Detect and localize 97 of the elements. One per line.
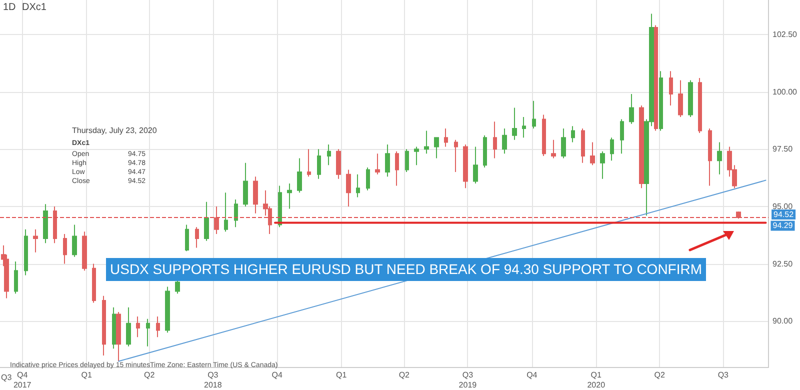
x-tick-label: Q4 xyxy=(272,370,284,380)
x-tick-label: Q3 2018 xyxy=(204,370,222,390)
x-tick-label: Q4 2017 xyxy=(13,370,32,390)
candlestick xyxy=(561,128,566,159)
candlestick xyxy=(483,134,487,168)
candlestick xyxy=(112,306,116,350)
candlestick xyxy=(204,201,209,242)
candlestick xyxy=(195,226,199,248)
candlestick xyxy=(33,228,38,253)
candlestick xyxy=(522,116,526,138)
candlestick xyxy=(278,185,282,228)
candlestick xyxy=(317,148,321,180)
candlestick xyxy=(581,128,585,164)
y-tick-label: 95.00 xyxy=(772,202,794,211)
candlestick xyxy=(72,224,77,258)
candlestick xyxy=(287,183,292,210)
x-tick-label: Q1 xyxy=(336,370,348,380)
candlestick xyxy=(375,153,380,175)
candlestick xyxy=(366,166,370,191)
y-tick-label: 97.50 xyxy=(772,144,794,154)
candlestick xyxy=(307,148,311,178)
candlestick xyxy=(473,146,478,184)
x-tick-label: Q2 xyxy=(144,370,156,380)
x-tick-label: Q4 xyxy=(526,370,538,380)
candlestick xyxy=(116,311,121,362)
candlestick xyxy=(243,162,248,207)
candlestick xyxy=(126,306,131,347)
candlestick xyxy=(224,192,228,232)
candlestick xyxy=(356,174,360,198)
candlestick xyxy=(493,121,497,159)
candlestick xyxy=(53,206,57,244)
candlestick xyxy=(395,150,399,186)
candlestick xyxy=(102,295,106,356)
candlestick xyxy=(717,142,722,175)
candlestick xyxy=(43,204,48,244)
candlestick xyxy=(736,210,741,220)
annotation: Thursday, July 23, 2020 xyxy=(72,126,157,135)
candlestick xyxy=(297,158,302,194)
candlestick xyxy=(463,144,468,189)
candlestick xyxy=(414,146,419,166)
candlestick xyxy=(502,128,507,154)
x-tick-label: Q2 xyxy=(654,370,666,380)
data-label: 94.29 xyxy=(772,221,794,230)
annotation: DXc1 xyxy=(22,2,46,13)
candlestick xyxy=(434,137,439,159)
candlestick xyxy=(146,318,150,347)
candlestick xyxy=(551,139,556,159)
candlestick xyxy=(532,100,536,129)
ref-line-label: 94.52 xyxy=(774,210,794,219)
candlestick xyxy=(385,144,390,178)
candlestick xyxy=(444,128,448,148)
candlestick xyxy=(688,80,693,118)
x-tick-label: Q2 xyxy=(398,370,410,380)
candlestick xyxy=(659,70,663,132)
y-tick-label: 100.00 xyxy=(772,87,798,96)
candlestick xyxy=(629,94,634,124)
candlestick xyxy=(136,316,140,338)
candlestick xyxy=(24,228,28,276)
candlestick xyxy=(346,169,351,207)
candlestick xyxy=(253,176,258,214)
candlestick xyxy=(234,199,238,228)
annotation: USDX SUPPORTS HIGHER EURUSD BUT NEED BREAK OF 94.30 SUPPORT TO CONFIRM xyxy=(106,258,706,281)
y-tick-label: 102.50 xyxy=(772,30,798,39)
candlestick xyxy=(542,114,546,156)
candlestick xyxy=(654,24,658,132)
candlestick xyxy=(698,77,702,134)
candlestick xyxy=(610,137,614,162)
candlestick xyxy=(92,263,96,304)
candlestick xyxy=(512,107,517,140)
candlestick xyxy=(454,139,458,173)
candlestick xyxy=(600,150,605,180)
candlestick xyxy=(214,206,219,234)
y-tick-label: 92.50 xyxy=(772,259,794,268)
candlestick xyxy=(327,144,331,166)
x-tick-label: Q3 xyxy=(718,370,730,380)
candlestick xyxy=(82,231,87,272)
candlestick xyxy=(424,130,429,154)
candlestick xyxy=(63,233,67,264)
candlestick xyxy=(678,80,683,118)
candlestick xyxy=(669,70,673,106)
candlestick xyxy=(571,126,575,143)
x-tick-label: Q3 2019 xyxy=(458,370,478,390)
candlestick xyxy=(639,105,644,189)
annotation: 1D xyxy=(3,2,16,13)
x-tick-label: Q1 2020 xyxy=(587,370,606,390)
candlestick xyxy=(165,286,170,334)
candlestick xyxy=(14,260,18,294)
x-tick-label: Q1 xyxy=(81,370,92,380)
candlestick xyxy=(620,118,624,154)
y-tick-label: 90.00 xyxy=(772,316,794,326)
candlestick xyxy=(590,142,595,166)
candlestick xyxy=(336,148,341,180)
candlestick xyxy=(156,316,160,338)
candlestick xyxy=(708,128,712,186)
candlestick xyxy=(185,224,189,252)
candlestick xyxy=(405,148,409,173)
candlestick xyxy=(175,279,180,294)
